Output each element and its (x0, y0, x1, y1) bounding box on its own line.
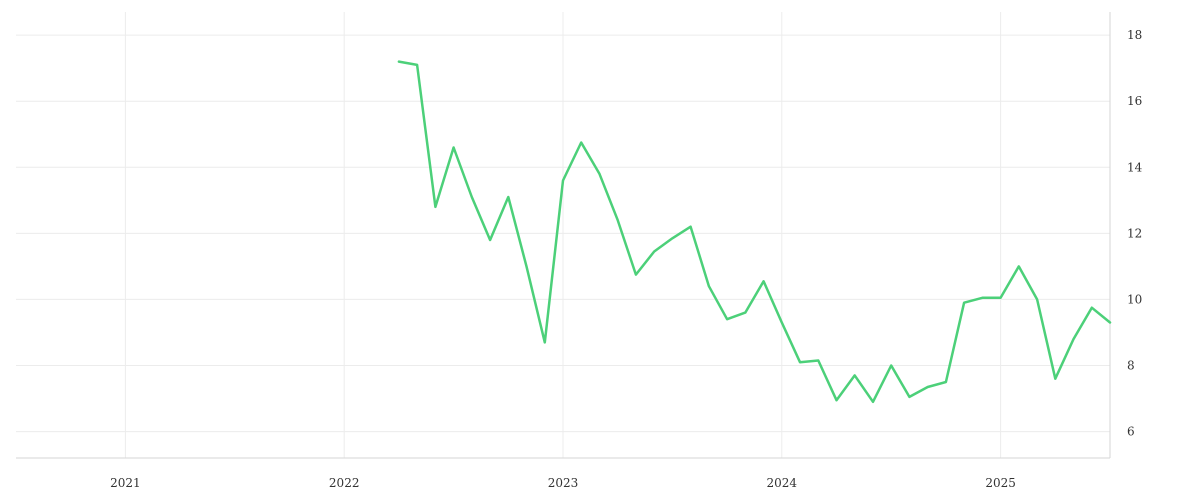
y-tick-label: 16 (1127, 94, 1142, 108)
y-tick-label: 14 (1127, 160, 1143, 174)
y-tick-label: 8 (1127, 358, 1135, 372)
x-tick-labels: 2021 2022 2023 2024 2025 (110, 476, 1016, 490)
x-tick-label: 2024 (767, 476, 798, 490)
y-tick-labels: 6 8 10 12 14 16 18 (1127, 28, 1143, 438)
x-tick-label: 2022 (329, 476, 360, 490)
x-tick-label: 2025 (985, 476, 1016, 490)
series-line-0 (397, 60, 1112, 404)
y-tick-label: 18 (1127, 28, 1142, 42)
x-tick-label: 2023 (548, 476, 579, 490)
y-tick-label: 12 (1127, 226, 1142, 240)
x-tick-label: 2021 (110, 476, 141, 490)
y-tick-label: 6 (1127, 425, 1135, 439)
x-gridlines (124, 12, 1002, 458)
y-tick-label: 10 (1127, 292, 1142, 306)
series-layer (397, 60, 1112, 404)
y-gridlines (16, 34, 1110, 433)
